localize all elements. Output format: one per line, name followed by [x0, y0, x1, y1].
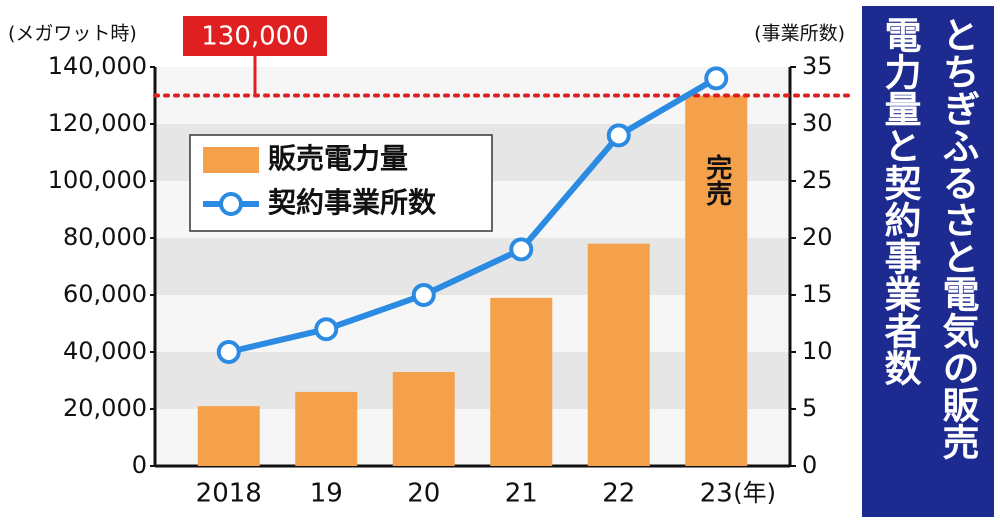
bar: [490, 297, 553, 466]
y-tick-label: 20,000: [63, 394, 147, 422]
y-tick-label: 140,000: [48, 52, 147, 80]
bar: [587, 243, 650, 466]
bar: [295, 391, 358, 466]
bar: [197, 406, 260, 466]
line-point: [704, 66, 729, 91]
plot-band: [155, 409, 790, 466]
x-tick-label: 20: [407, 479, 440, 509]
y2-tick-label: 5: [802, 394, 817, 422]
legend-swatch: [203, 147, 259, 173]
x-unit-label: (年): [733, 479, 776, 507]
bar: [392, 371, 455, 466]
legend-swatch-point: [219, 192, 243, 216]
bar: [685, 95, 748, 466]
y2-tick-label: 25: [802, 166, 833, 194]
line: [228, 75, 718, 355]
line-point: [314, 317, 339, 342]
y-tick-label: 60,000: [63, 280, 147, 308]
y-tick-label: 0: [132, 451, 147, 479]
line-point: [216, 340, 241, 364]
legend-label: 販売電力量: [268, 142, 408, 175]
y2-tick-label: 10: [802, 337, 833, 365]
plot-band: [155, 238, 790, 295]
y-tick-label: 40,000: [63, 337, 147, 365]
reference-label: 130,000: [201, 22, 309, 52]
y2-tick-label: 15: [802, 280, 833, 308]
x-tick-label: 22: [602, 479, 635, 509]
y2-tick-label: 35: [802, 52, 833, 80]
title-panel: とちぎふるさと電気の販売電力量と契約事業者数: [862, 6, 994, 517]
y2-axis-label: (事業所数): [754, 23, 845, 45]
plot-band: [155, 352, 790, 409]
y-tick-label: 80,000: [63, 223, 147, 251]
chart: (メガワット時) (事業所数) 0 20,000 40,000 60,000 80,00…: [8, 16, 850, 509]
x-tick-label: 21: [505, 479, 538, 509]
line-point: [509, 237, 534, 262]
y2-tick-label: 20: [802, 223, 833, 251]
legend-label: 契約事業所数: [268, 186, 437, 219]
x-tick-label: 19: [310, 479, 343, 509]
x-tick-label: 2018: [196, 479, 262, 509]
y2-tick-label: 0: [802, 451, 817, 479]
y-axis-label: (メガワット時): [8, 23, 137, 45]
y-tick-label: 100,000: [48, 166, 147, 194]
line-point: [411, 283, 436, 307]
x-tick-label: 23: [700, 479, 733, 509]
y-tick-label: 120,000: [48, 109, 147, 137]
reference-label-box: [183, 16, 327, 56]
line-point: [606, 123, 631, 148]
y2-tick-label: 30: [802, 109, 833, 137]
bar-annotation: 完売: [702, 153, 732, 206]
chart-title: とちぎふるさと電気の販売電力量と契約事業者数: [878, 16, 979, 460]
